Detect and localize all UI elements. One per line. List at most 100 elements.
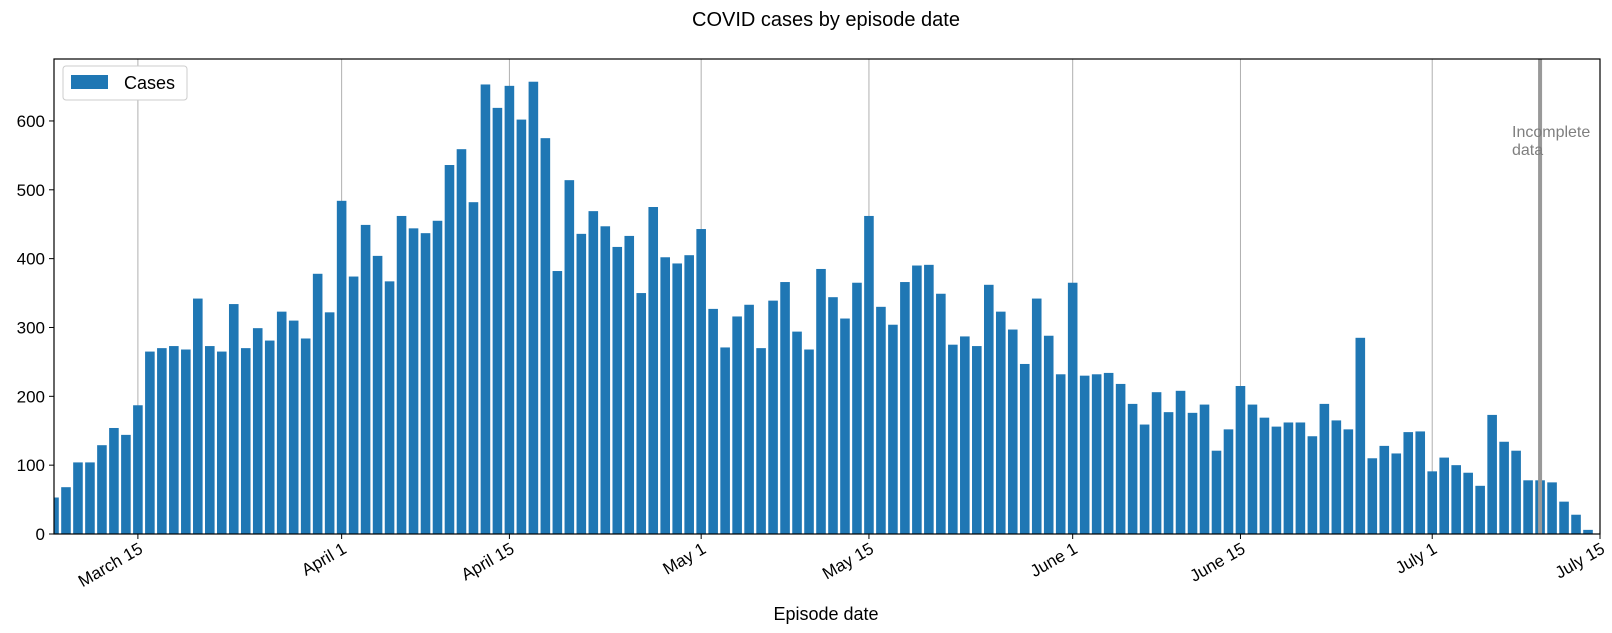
bar: [756, 348, 766, 534]
bar: [960, 336, 970, 534]
bar: [912, 265, 922, 534]
bar: [516, 119, 527, 534]
bar: [1283, 422, 1294, 534]
bar: [1307, 436, 1318, 534]
bar: [1415, 431, 1426, 534]
x-tick-label: March 15: [75, 539, 146, 591]
bar: [324, 312, 335, 534]
bar: [1559, 501, 1569, 534]
bar: [1475, 485, 1485, 534]
bar: [492, 107, 503, 535]
x-tick-label: July 1: [1392, 539, 1440, 578]
chart-title: COVID cases by episode date: [692, 9, 960, 31]
annotation-line-2: data: [1512, 142, 1543, 159]
bar: [1487, 414, 1497, 534]
x-tick-label: June 15: [1187, 539, 1249, 586]
x-axis: March 15 April 1 April 15 May 1 May 15 June 1…: [75, 534, 1608, 591]
bar: [1199, 404, 1210, 534]
bar: [1583, 529, 1593, 534]
bar: [1223, 429, 1234, 534]
bar: [744, 304, 754, 534]
bar: [900, 282, 910, 534]
bar: [1295, 422, 1306, 534]
bar: [1523, 480, 1533, 534]
bar: [983, 284, 994, 534]
bar: [1331, 420, 1342, 534]
bar: [600, 226, 611, 535]
y-tick-label: 400: [17, 250, 45, 269]
bar: [54, 497, 59, 534]
bar: [804, 349, 814, 534]
bar: [1091, 374, 1102, 534]
bar: [444, 165, 455, 534]
bar: [348, 276, 359, 534]
bar: [564, 180, 575, 534]
bar: [1343, 429, 1354, 534]
bar: [157, 348, 167, 534]
bar: [133, 405, 143, 534]
bar: [876, 306, 886, 534]
bar: [61, 487, 71, 534]
bar: [432, 220, 443, 534]
bar: [732, 316, 742, 534]
bar: [1355, 337, 1366, 534]
bar: [1127, 403, 1138, 534]
bar: [1391, 453, 1402, 534]
bar: [972, 346, 982, 534]
y-tick-label: 500: [17, 181, 45, 200]
x-tick-label: May 1: [660, 539, 710, 579]
y-tick-label: 100: [17, 456, 45, 475]
bars: [54, 81, 1593, 535]
bar: [1439, 457, 1449, 534]
bar: [888, 324, 898, 534]
bar: [216, 351, 227, 534]
bar: [1367, 458, 1378, 534]
bar: [720, 347, 730, 534]
legend-box: [62, 65, 188, 101]
x-tick-label: June 1: [1027, 539, 1081, 581]
bar: [169, 346, 179, 534]
bar: [1463, 472, 1473, 534]
bar: [1031, 298, 1042, 534]
bar: [1271, 426, 1282, 534]
bar: [1319, 403, 1330, 534]
bar: [205, 346, 215, 534]
bar: [636, 293, 647, 534]
bar: [552, 271, 563, 534]
bar: [1175, 390, 1186, 534]
y-tick-label: 600: [17, 112, 45, 131]
bar: [1043, 335, 1054, 534]
bar: [252, 328, 263, 534]
bar: [396, 215, 407, 534]
bar: [684, 255, 694, 534]
bar: [840, 318, 850, 534]
bar: [1055, 374, 1066, 534]
bar: [816, 268, 826, 534]
bar: [1151, 392, 1162, 534]
legend: Cases: [62, 65, 188, 101]
bar: [1547, 482, 1557, 534]
bar: [1079, 375, 1090, 534]
bar: [85, 462, 95, 534]
bar: [504, 85, 515, 534]
bar: [1067, 282, 1078, 534]
bar: [1259, 417, 1270, 534]
bar: [456, 149, 467, 534]
bar: [276, 311, 287, 534]
bar: [1511, 450, 1521, 534]
y-tick-label: 300: [17, 318, 45, 337]
bar: [360, 224, 371, 534]
bar: [480, 84, 491, 535]
bar: [1019, 363, 1030, 534]
bar: [1139, 424, 1150, 534]
bar: [109, 427, 119, 534]
bar: [312, 273, 323, 534]
bar: [420, 233, 431, 534]
x-tick-label: July 15: [1552, 539, 1608, 582]
bar: [612, 246, 623, 534]
annotation-text: Incomplete data: [1512, 124, 1595, 159]
bar: [1427, 471, 1438, 534]
bar: [408, 228, 419, 534]
bar: [336, 200, 347, 535]
bar: [528, 81, 539, 534]
